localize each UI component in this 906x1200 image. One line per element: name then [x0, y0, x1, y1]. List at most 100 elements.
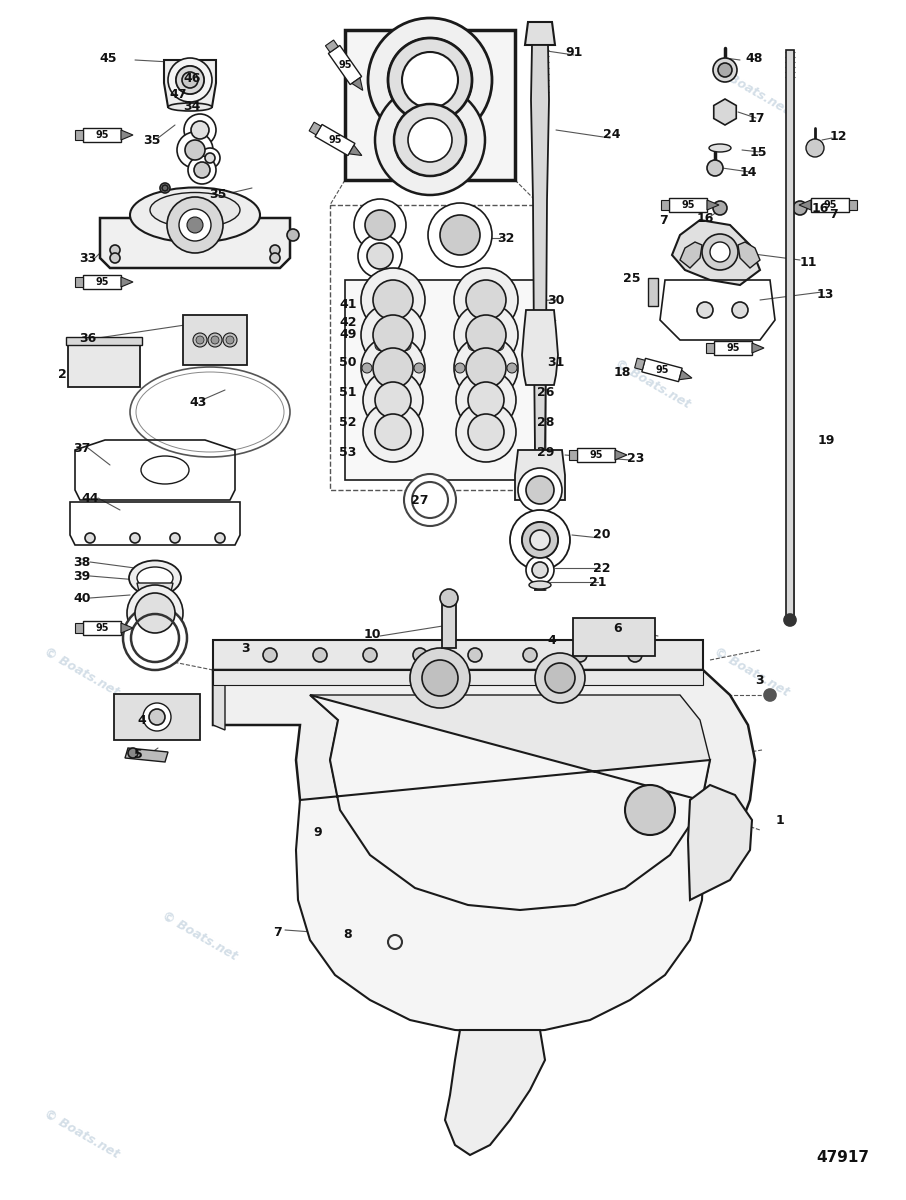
- Polygon shape: [121, 277, 133, 287]
- Text: 36: 36: [80, 331, 97, 344]
- Polygon shape: [799, 200, 811, 210]
- Text: 23: 23: [627, 451, 645, 464]
- Text: 21: 21: [589, 576, 607, 588]
- Bar: [75, 623, 83, 634]
- Bar: [442, 600, 456, 648]
- Text: 95: 95: [328, 134, 342, 145]
- Circle shape: [208, 332, 222, 347]
- Circle shape: [764, 689, 776, 701]
- Circle shape: [532, 562, 548, 578]
- Text: 95: 95: [681, 200, 695, 210]
- Circle shape: [361, 268, 425, 332]
- Circle shape: [707, 160, 723, 176]
- Circle shape: [530, 530, 550, 550]
- Text: 4: 4: [547, 634, 556, 647]
- Text: 50: 50: [339, 355, 357, 368]
- Polygon shape: [137, 583, 173, 600]
- Circle shape: [454, 268, 518, 332]
- Bar: [309, 122, 321, 134]
- Circle shape: [440, 215, 480, 254]
- Polygon shape: [213, 670, 703, 685]
- Bar: [569, 450, 577, 460]
- Circle shape: [196, 336, 204, 344]
- Bar: [669, 198, 707, 212]
- Circle shape: [468, 382, 504, 418]
- Text: 95: 95: [95, 277, 109, 287]
- Bar: [66, 337, 142, 346]
- Bar: [706, 343, 714, 353]
- Text: 41: 41: [339, 299, 357, 312]
- Circle shape: [401, 385, 411, 396]
- Circle shape: [454, 302, 518, 367]
- Text: 46: 46: [183, 72, 201, 84]
- Circle shape: [410, 648, 470, 708]
- Bar: [75, 277, 83, 287]
- Circle shape: [110, 253, 120, 263]
- Text: 39: 39: [73, 570, 91, 582]
- Circle shape: [135, 593, 175, 634]
- Bar: [577, 448, 615, 462]
- Bar: [648, 278, 658, 306]
- Text: 34: 34: [183, 100, 201, 113]
- Ellipse shape: [150, 192, 240, 228]
- Circle shape: [732, 302, 748, 318]
- Circle shape: [185, 140, 205, 160]
- Circle shape: [466, 280, 506, 320]
- Circle shape: [367, 932, 383, 948]
- Circle shape: [402, 52, 458, 108]
- Circle shape: [110, 245, 120, 254]
- Text: 7: 7: [830, 209, 838, 222]
- Text: © Boats.net: © Boats.net: [612, 358, 692, 410]
- Circle shape: [362, 842, 382, 862]
- Text: 16: 16: [811, 202, 829, 215]
- Text: 2: 2: [58, 368, 66, 382]
- Circle shape: [702, 234, 738, 270]
- Text: 95: 95: [95, 130, 109, 140]
- Circle shape: [466, 314, 506, 355]
- Circle shape: [393, 842, 413, 862]
- Circle shape: [456, 370, 516, 430]
- Circle shape: [188, 156, 216, 184]
- Bar: [330, 205, 540, 490]
- Text: 44: 44: [82, 492, 99, 504]
- Circle shape: [440, 589, 458, 607]
- Text: 37: 37: [73, 442, 91, 455]
- Polygon shape: [349, 145, 361, 156]
- Circle shape: [184, 114, 216, 146]
- Circle shape: [518, 468, 562, 512]
- Text: 9: 9: [313, 826, 323, 839]
- Text: 13: 13: [816, 288, 834, 301]
- Circle shape: [187, 217, 203, 233]
- Bar: [83, 275, 121, 289]
- Circle shape: [176, 66, 204, 94]
- Circle shape: [806, 139, 824, 157]
- Bar: [68, 343, 140, 386]
- Circle shape: [378, 821, 398, 841]
- Polygon shape: [531, 44, 549, 590]
- Circle shape: [468, 385, 478, 396]
- Polygon shape: [164, 60, 216, 107]
- Polygon shape: [100, 218, 290, 268]
- Ellipse shape: [600, 775, 700, 845]
- Circle shape: [662, 775, 672, 785]
- Circle shape: [375, 385, 385, 396]
- Text: 22: 22: [593, 562, 611, 575]
- Ellipse shape: [529, 581, 551, 589]
- Text: Boats.net: Boats.net: [413, 404, 493, 460]
- Polygon shape: [680, 370, 692, 379]
- Text: 17: 17: [747, 112, 765, 125]
- Circle shape: [573, 648, 587, 662]
- Circle shape: [494, 341, 504, 350]
- Circle shape: [270, 245, 280, 254]
- Circle shape: [162, 185, 168, 191]
- Bar: [641, 359, 682, 382]
- Circle shape: [182, 72, 198, 88]
- Bar: [83, 622, 121, 635]
- Circle shape: [522, 522, 558, 558]
- Circle shape: [176, 66, 204, 94]
- Circle shape: [205, 152, 215, 163]
- Circle shape: [167, 197, 223, 253]
- Circle shape: [149, 709, 165, 725]
- Circle shape: [713, 200, 727, 215]
- Circle shape: [625, 785, 675, 835]
